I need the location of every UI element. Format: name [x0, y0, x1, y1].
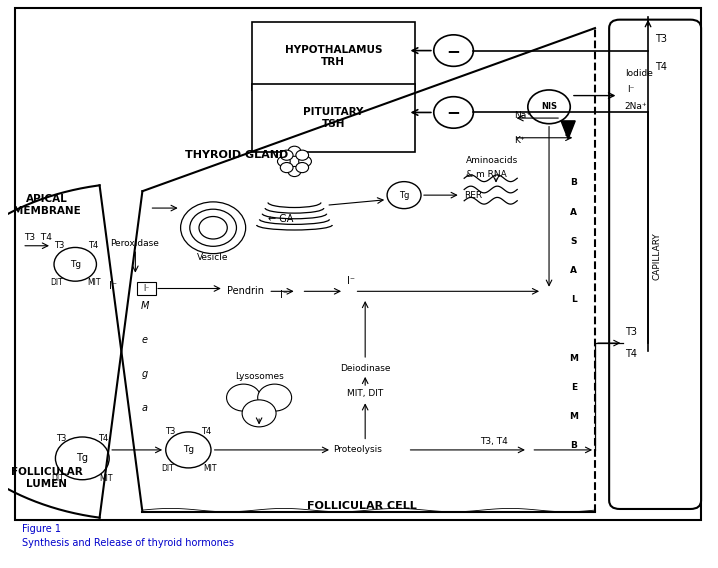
Text: Peroxidase: Peroxidase [111, 239, 159, 248]
Text: K⁺: K⁺ [513, 136, 524, 145]
Text: Proteolysis: Proteolysis [333, 445, 382, 454]
FancyBboxPatch shape [137, 282, 156, 295]
Text: T4: T4 [625, 349, 638, 360]
Text: APICAL
MEMBRANE: APICAL MEMBRANE [13, 194, 81, 216]
Text: FOLLICULAR CELL: FOLLICULAR CELL [307, 501, 416, 511]
Text: E: E [571, 383, 577, 392]
Text: MIT: MIT [88, 278, 101, 287]
Text: NIS: NIS [541, 102, 557, 111]
Circle shape [387, 182, 421, 208]
Text: ← GA: ← GA [269, 214, 294, 224]
Text: DIT: DIT [161, 464, 174, 473]
Text: T4: T4 [201, 427, 211, 436]
Circle shape [242, 400, 276, 427]
Text: e: e [141, 335, 147, 345]
Polygon shape [561, 121, 575, 139]
Text: HYPOTHALAMUS
TRH: HYPOTHALAMUS TRH [284, 45, 382, 67]
Circle shape [54, 248, 96, 281]
Text: M: M [140, 302, 149, 311]
Text: I⁻: I⁻ [280, 290, 288, 300]
Circle shape [299, 156, 312, 166]
Text: Pendrin: Pendrin [228, 286, 264, 296]
Text: a: a [141, 403, 147, 413]
Text: 2Na⁺: 2Na⁺ [625, 102, 648, 111]
Circle shape [166, 432, 211, 468]
Circle shape [288, 146, 301, 156]
Text: A: A [570, 266, 577, 275]
Text: −: − [447, 41, 460, 60]
Text: FOLLICULAR
LUMEN: FOLLICULAR LUMEN [11, 467, 83, 489]
Text: I⁻: I⁻ [144, 284, 150, 293]
Text: T3: T3 [166, 427, 176, 436]
FancyBboxPatch shape [252, 84, 415, 152]
Text: Aminoacids: Aminoacids [466, 156, 518, 165]
Text: A: A [570, 207, 577, 216]
Circle shape [280, 162, 293, 173]
Text: I⁻: I⁻ [108, 281, 117, 291]
Circle shape [434, 97, 473, 128]
Text: T3: T3 [625, 327, 638, 337]
Circle shape [258, 384, 292, 411]
Circle shape [434, 35, 473, 66]
Text: T3: T3 [54, 241, 64, 250]
FancyBboxPatch shape [252, 23, 415, 90]
Circle shape [296, 162, 309, 173]
Circle shape [277, 156, 290, 166]
Text: L: L [571, 295, 577, 304]
Text: PITUITARY
TSH: PITUITARY TSH [303, 107, 363, 129]
Text: B: B [570, 178, 577, 187]
Text: DIT: DIT [51, 474, 64, 483]
Text: CAPILLARY: CAPILLARY [653, 232, 662, 280]
Circle shape [55, 437, 109, 480]
Text: Tg: Tg [70, 260, 81, 269]
Text: Tg: Tg [183, 445, 194, 454]
Text: I⁻: I⁻ [627, 85, 634, 94]
Text: −: − [447, 103, 460, 122]
Circle shape [280, 150, 293, 160]
Text: MIT: MIT [203, 464, 216, 473]
Text: T3, T4: T3, T4 [480, 437, 508, 446]
Text: Figure 1: Figure 1 [22, 524, 61, 534]
Text: g: g [141, 369, 148, 379]
Text: & m RNA: & m RNA [466, 170, 507, 179]
Text: Vesicle: Vesicle [197, 253, 229, 261]
FancyBboxPatch shape [15, 9, 701, 520]
Text: RER: RER [464, 191, 482, 199]
Text: Deiodinase: Deiodinase [340, 364, 391, 373]
Text: S: S [571, 237, 577, 246]
Text: DIT: DIT [50, 278, 62, 287]
Text: MIT: MIT [99, 474, 113, 483]
Text: Tg: Tg [76, 453, 88, 463]
Text: T4: T4 [88, 241, 98, 250]
Text: T3: T3 [56, 434, 66, 443]
Text: Synthesis and Release of thyroid hormones: Synthesis and Release of thyroid hormone… [22, 538, 234, 548]
Text: T3: T3 [655, 34, 667, 44]
Circle shape [288, 166, 301, 177]
Circle shape [227, 384, 261, 411]
Text: THYROID GLAND: THYROID GLAND [185, 149, 288, 160]
Text: Tg: Tg [399, 191, 409, 199]
Text: T4: T4 [655, 62, 667, 73]
Text: B: B [570, 441, 577, 450]
Text: M: M [569, 412, 578, 421]
Text: Na⁺: Na⁺ [513, 111, 531, 120]
Text: Iodide: Iodide [625, 69, 653, 78]
Text: T4: T4 [98, 434, 108, 443]
Text: I⁻: I⁻ [347, 276, 355, 286]
Text: Lysosomes: Lysosomes [235, 372, 284, 381]
Text: MIT, DIT: MIT, DIT [347, 389, 383, 398]
Circle shape [528, 90, 570, 124]
Text: M: M [569, 354, 578, 363]
Circle shape [296, 150, 309, 160]
Text: T3  T4: T3 T4 [24, 233, 52, 242]
FancyBboxPatch shape [609, 20, 701, 509]
